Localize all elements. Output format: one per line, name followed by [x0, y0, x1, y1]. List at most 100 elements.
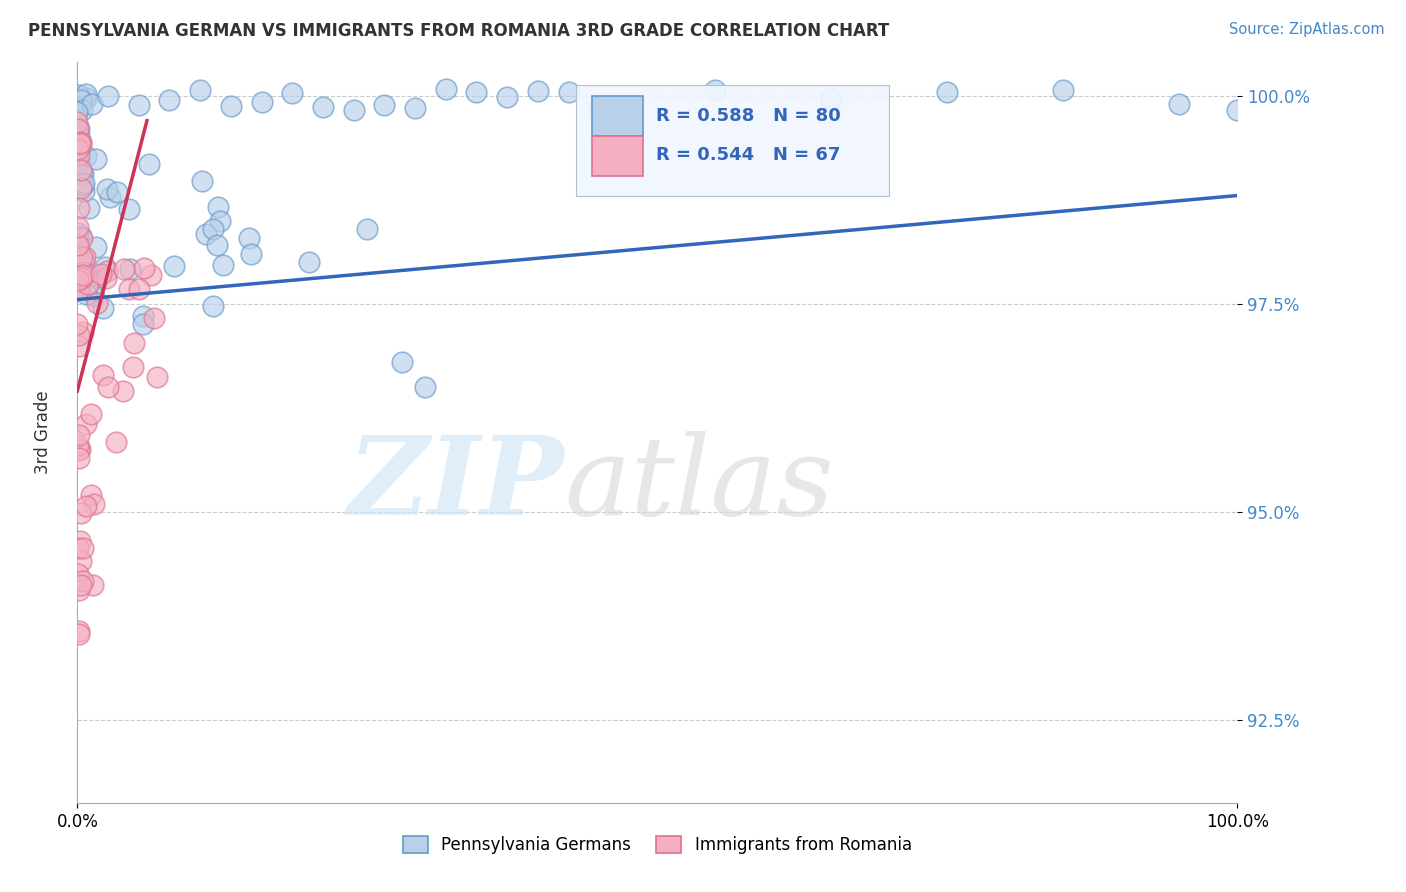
- Point: [91, 301, 114, 315]
- Point: [66, 104, 89, 119]
- Point: [69, 135, 91, 149]
- Point: [67, 241, 90, 255]
- Point: [138, 156, 160, 170]
- Point: [70, 163, 93, 178]
- Point: [83, 289, 105, 303]
- Point: [67, 282, 90, 296]
- Point: [83, 497, 105, 511]
- Point: [434, 82, 457, 96]
- Point: [67, 567, 90, 582]
- Point: [465, 85, 488, 99]
- Point: [69, 180, 91, 194]
- Point: [67, 277, 90, 292]
- Point: [281, 87, 304, 101]
- Point: [1052, 83, 1074, 97]
- Point: [97, 89, 120, 103]
- Point: [1226, 103, 1249, 117]
- Point: [238, 231, 260, 245]
- Point: [209, 214, 232, 228]
- Point: [82, 578, 104, 592]
- Point: [67, 129, 90, 144]
- Text: 3rd Grade: 3rd Grade: [34, 391, 52, 475]
- Point: [73, 176, 96, 190]
- Point: [122, 336, 145, 351]
- Point: [356, 222, 378, 236]
- Point: [69, 328, 91, 343]
- Point: [91, 368, 114, 382]
- Point: [70, 103, 93, 117]
- Point: [391, 355, 413, 369]
- Point: [94, 270, 117, 285]
- Point: [96, 263, 118, 277]
- Point: [72, 167, 94, 181]
- Text: ZIP: ZIP: [347, 431, 565, 538]
- Point: [67, 450, 90, 465]
- Point: [70, 165, 93, 179]
- Point: [67, 338, 90, 352]
- Point: [90, 267, 112, 281]
- Point: [250, 95, 273, 109]
- Point: [496, 89, 519, 103]
- Point: [298, 255, 321, 269]
- Point: [67, 121, 90, 136]
- Point: [70, 506, 93, 520]
- Point: [132, 317, 155, 331]
- Point: [67, 626, 90, 640]
- Point: [79, 407, 101, 421]
- Point: [201, 221, 224, 235]
- Point: [936, 85, 959, 99]
- Point: [73, 184, 96, 198]
- Point: [73, 254, 96, 268]
- Point: [69, 578, 91, 592]
- Point: [98, 189, 121, 203]
- Point: [67, 201, 90, 215]
- Point: [75, 250, 97, 264]
- Point: [118, 202, 141, 217]
- Point: [73, 265, 96, 279]
- Point: [67, 427, 90, 442]
- Point: [69, 533, 91, 548]
- Point: [84, 240, 107, 254]
- Point: [67, 275, 90, 289]
- Text: Source: ZipAtlas.com: Source: ZipAtlas.com: [1229, 22, 1385, 37]
- Point: [112, 384, 135, 399]
- Point: [86, 296, 108, 310]
- Point: [67, 624, 90, 639]
- Point: [219, 99, 242, 113]
- Point: [211, 258, 233, 272]
- Point: [128, 282, 150, 296]
- Point: [66, 115, 89, 129]
- Point: [67, 87, 90, 102]
- Point: [75, 499, 97, 513]
- Point: [72, 325, 94, 339]
- Point: [159, 93, 181, 107]
- FancyBboxPatch shape: [592, 136, 644, 176]
- Point: [66, 273, 89, 287]
- Point: [413, 380, 436, 394]
- Point: [145, 370, 167, 384]
- Point: [77, 202, 100, 216]
- Point: [67, 219, 90, 234]
- Point: [96, 182, 118, 196]
- Point: [79, 488, 101, 502]
- Point: [191, 174, 214, 188]
- Point: [72, 574, 94, 588]
- Point: [66, 142, 89, 156]
- Point: [66, 318, 89, 332]
- Point: [143, 310, 166, 325]
- Point: [67, 443, 90, 458]
- Point: [67, 147, 90, 161]
- Point: [66, 270, 89, 285]
- Point: [207, 200, 229, 214]
- Point: [1168, 97, 1191, 112]
- Point: [69, 257, 91, 271]
- Point: [72, 541, 94, 556]
- Point: [128, 97, 150, 112]
- Point: [75, 286, 97, 301]
- Point: [69, 136, 91, 150]
- Point: [79, 283, 101, 297]
- Point: [69, 229, 91, 244]
- Point: [76, 417, 98, 431]
- Text: R = 0.588   N = 80: R = 0.588 N = 80: [657, 108, 841, 126]
- Point: [188, 83, 211, 97]
